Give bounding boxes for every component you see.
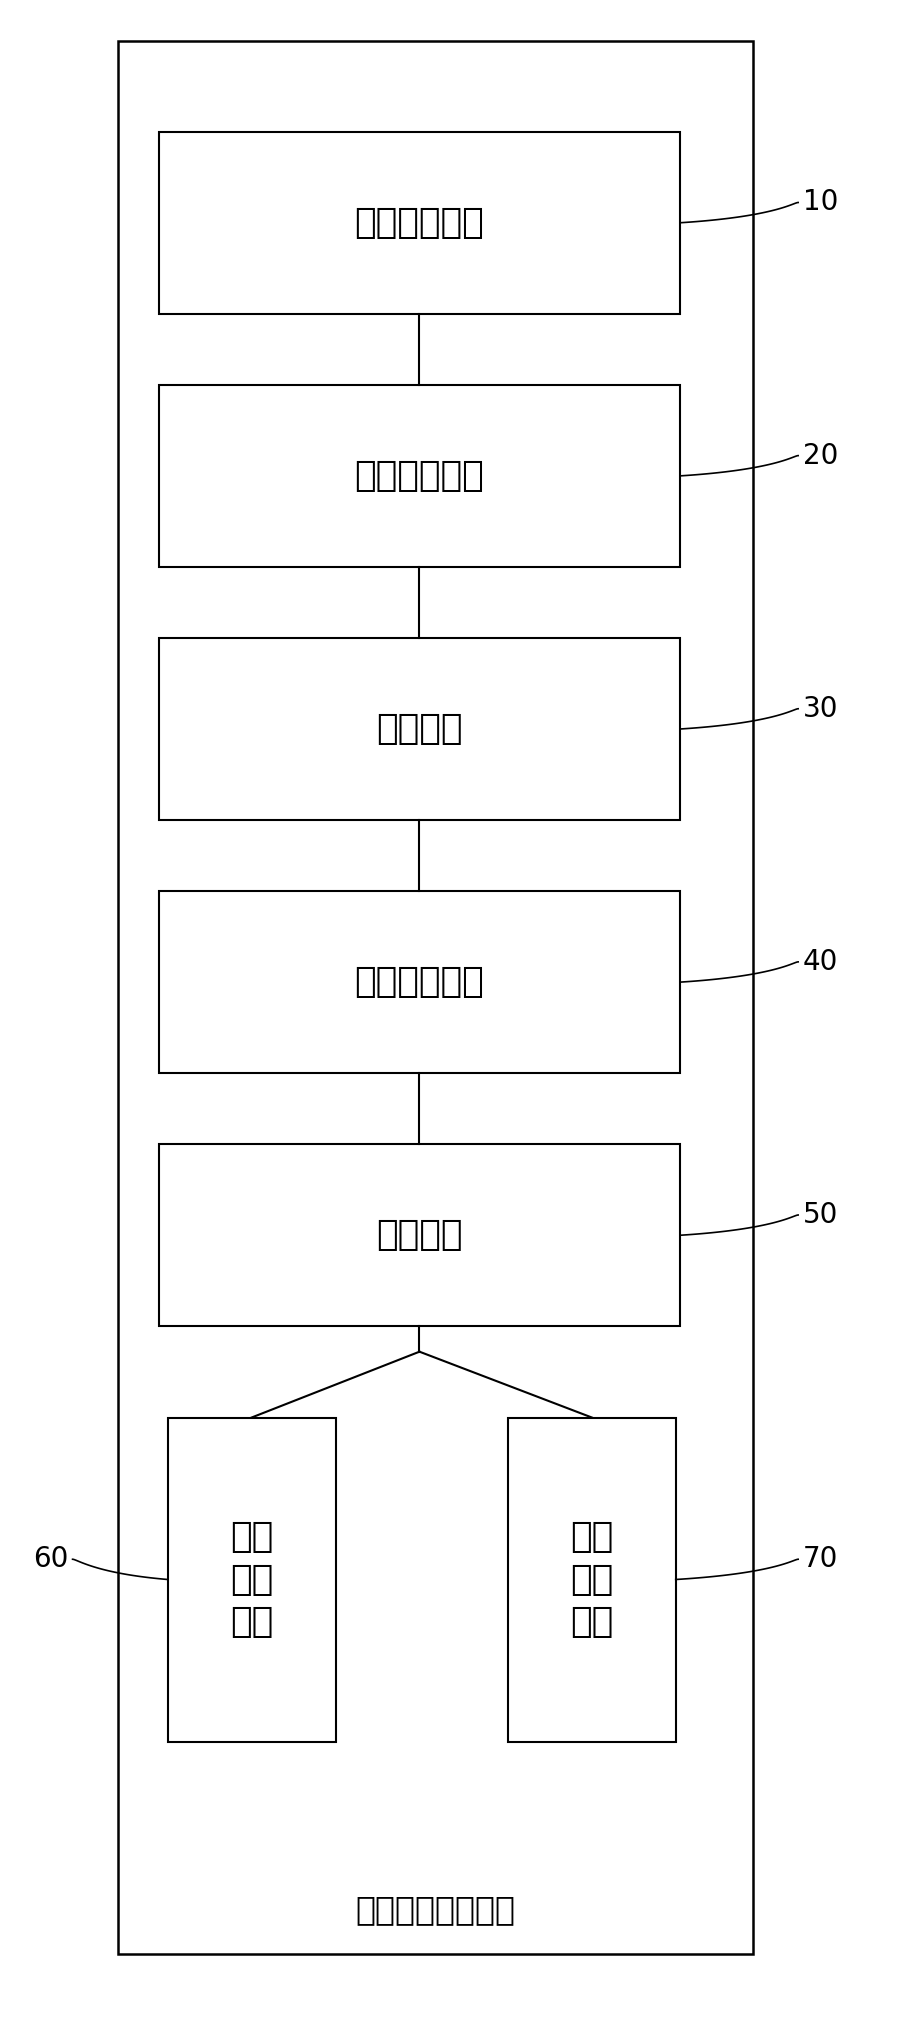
- Text: 第一获取单元: 第一获取单元: [355, 207, 484, 239]
- Text: 40: 40: [803, 948, 838, 976]
- Text: 60: 60: [33, 1545, 68, 1573]
- Bar: [159, 891, 680, 1073]
- Text: 10: 10: [803, 188, 838, 217]
- Text: 70: 70: [803, 1545, 838, 1573]
- Bar: [168, 1418, 336, 1742]
- Text: 连接单元: 连接单元: [376, 713, 463, 745]
- Text: 第二
判定
单元: 第二 判定 单元: [571, 1521, 613, 1638]
- Text: 判断单元: 判断单元: [376, 1219, 463, 1251]
- Text: 测试文本替换装置: 测试文本替换装置: [356, 1893, 515, 1926]
- Text: 第一
判定
单元: 第一 判定 单元: [230, 1521, 273, 1638]
- Bar: [159, 638, 680, 820]
- Bar: [159, 385, 680, 567]
- Bar: [159, 1144, 680, 1326]
- Bar: [159, 132, 680, 314]
- Text: 50: 50: [803, 1201, 838, 1229]
- Text: 30: 30: [803, 695, 838, 723]
- Text: 20: 20: [803, 441, 838, 470]
- Text: 第三获取单元: 第三获取单元: [355, 966, 484, 998]
- Text: 第二获取单元: 第二获取单元: [355, 460, 484, 492]
- Bar: [508, 1418, 676, 1742]
- Bar: [118, 40, 753, 1954]
